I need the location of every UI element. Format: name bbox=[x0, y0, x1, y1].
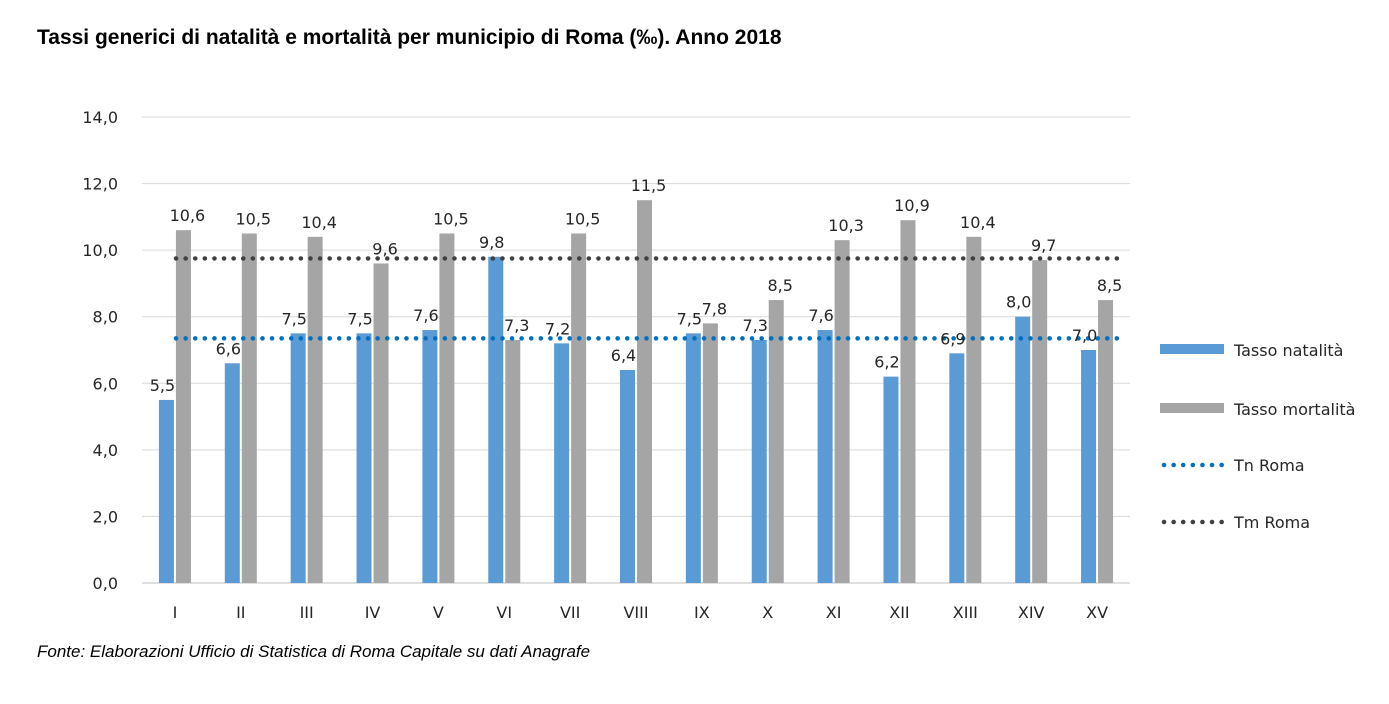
bar-mortalita bbox=[1098, 300, 1114, 583]
y-tick-label: 4,0 bbox=[93, 441, 118, 460]
bar-natalita bbox=[158, 399, 174, 583]
legend-label-natalita: Tasso natalità bbox=[1233, 341, 1343, 360]
y-tick-label: 10,0 bbox=[82, 241, 118, 260]
bar-natalita bbox=[685, 333, 701, 583]
legend-swatch-mortalita bbox=[1160, 403, 1224, 413]
bar-mortalita bbox=[307, 236, 323, 584]
bar-mortalita bbox=[373, 263, 389, 583]
bar-mortalita bbox=[571, 233, 587, 583]
bar-mortalita bbox=[241, 233, 257, 583]
data-label-mortalita: 8,5 bbox=[1097, 276, 1122, 295]
bar-mortalita bbox=[439, 233, 455, 583]
data-label-natalita: 7,5 bbox=[347, 309, 372, 328]
data-label-natalita: 9,8 bbox=[479, 233, 504, 252]
data-label-natalita: 6,9 bbox=[940, 329, 965, 348]
data-label-mortalita: 9,6 bbox=[372, 239, 397, 258]
bar-mortalita bbox=[900, 220, 916, 583]
y-tick-label: 8,0 bbox=[93, 308, 118, 327]
y-tick-label: 0,0 bbox=[93, 574, 118, 593]
data-label-natalita: 7,6 bbox=[808, 306, 833, 325]
bar-mortalita bbox=[175, 230, 191, 583]
y-tick-label: 2,0 bbox=[93, 507, 118, 526]
legend-label-tn: Tn Roma bbox=[1233, 456, 1305, 475]
bar-natalita bbox=[751, 340, 767, 583]
bar-natalita bbox=[883, 376, 899, 583]
x-tick-label: V bbox=[433, 603, 444, 622]
data-label-natalita: 5,5 bbox=[150, 376, 175, 395]
legend-label-mortalita: Tasso mortalità bbox=[1233, 400, 1355, 419]
data-label-mortalita: 7,8 bbox=[702, 299, 727, 318]
x-tick-label: II bbox=[236, 603, 245, 622]
bar-natalita bbox=[554, 343, 570, 583]
data-label-mortalita: 9,7 bbox=[1031, 236, 1056, 255]
x-tick-label: XI bbox=[826, 603, 842, 622]
y-tick-label: 12,0 bbox=[82, 175, 118, 194]
bar-mortalita bbox=[1032, 260, 1048, 583]
bar-mortalita bbox=[702, 323, 718, 583]
x-tick-label: VII bbox=[560, 603, 580, 622]
bar-natalita bbox=[224, 363, 240, 583]
x-tick-label: XV bbox=[1086, 603, 1108, 622]
data-label-mortalita: 11,5 bbox=[631, 176, 667, 195]
data-label-mortalita: 10,5 bbox=[565, 210, 601, 229]
data-label-natalita: 6,6 bbox=[216, 339, 241, 358]
bar-natalita bbox=[290, 333, 306, 583]
bar-mortalita bbox=[505, 340, 521, 583]
data-label-natalita: 6,4 bbox=[611, 346, 636, 365]
data-label-mortalita: 10,3 bbox=[828, 216, 864, 235]
bar-mortalita bbox=[834, 240, 850, 583]
data-label-mortalita: 10,4 bbox=[301, 213, 337, 232]
bar-natalita bbox=[949, 353, 965, 583]
data-label-natalita: 7,5 bbox=[281, 309, 306, 328]
data-label-natalita: 7,5 bbox=[677, 309, 702, 328]
bar-mortalita bbox=[768, 300, 784, 583]
y-tick-label: 14,0 bbox=[82, 108, 118, 127]
data-label-mortalita: 10,5 bbox=[235, 210, 271, 229]
chart-title: Tassi generici di natalità e mortalità p… bbox=[37, 26, 782, 49]
bar-natalita bbox=[1015, 316, 1031, 583]
x-tick-label: III bbox=[300, 603, 314, 622]
bar-natalita bbox=[422, 330, 438, 583]
bar-natalita bbox=[356, 333, 372, 583]
bar-mortalita bbox=[966, 236, 982, 584]
data-label-natalita: 7,0 bbox=[1072, 326, 1097, 345]
x-tick-label: I bbox=[173, 603, 178, 622]
x-tick-label: VI bbox=[496, 603, 512, 622]
bar-natalita bbox=[488, 256, 504, 583]
data-label-mortalita: 10,9 bbox=[894, 196, 930, 215]
data-label-natalita: 7,2 bbox=[545, 319, 570, 338]
data-label-mortalita: 7,3 bbox=[504, 316, 529, 335]
bar-mortalita bbox=[637, 200, 652, 583]
data-label-mortalita: 10,5 bbox=[433, 210, 469, 229]
data-label-natalita: 8,0 bbox=[1006, 293, 1031, 312]
data-label-mortalita: 10,6 bbox=[170, 206, 206, 225]
legend-label-tm: Tm Roma bbox=[1233, 513, 1310, 532]
x-tick-label: X bbox=[762, 603, 773, 622]
data-label-natalita: 6,2 bbox=[874, 353, 899, 372]
x-tick-label: IV bbox=[365, 603, 381, 622]
data-label-mortalita: 8,5 bbox=[768, 276, 793, 295]
bar-natalita bbox=[817, 330, 833, 583]
data-label-natalita: 7,6 bbox=[413, 306, 438, 325]
x-tick-label: XIV bbox=[1018, 603, 1045, 622]
data-label-natalita: 7,3 bbox=[743, 316, 768, 335]
legend-swatch-natalita bbox=[1160, 344, 1224, 354]
bar-natalita bbox=[620, 369, 635, 583]
x-tick-label: VIII bbox=[623, 603, 648, 622]
bar-natalita bbox=[1081, 350, 1097, 583]
y-tick-label: 6,0 bbox=[93, 374, 118, 393]
x-tick-label: XII bbox=[889, 603, 909, 622]
data-label-mortalita: 10,4 bbox=[960, 213, 996, 232]
source-note: Fonte: Elaborazioni Ufficio di Statistic… bbox=[37, 642, 591, 661]
x-tick-label: XIII bbox=[953, 603, 978, 622]
x-tick-label: IX bbox=[694, 603, 710, 622]
